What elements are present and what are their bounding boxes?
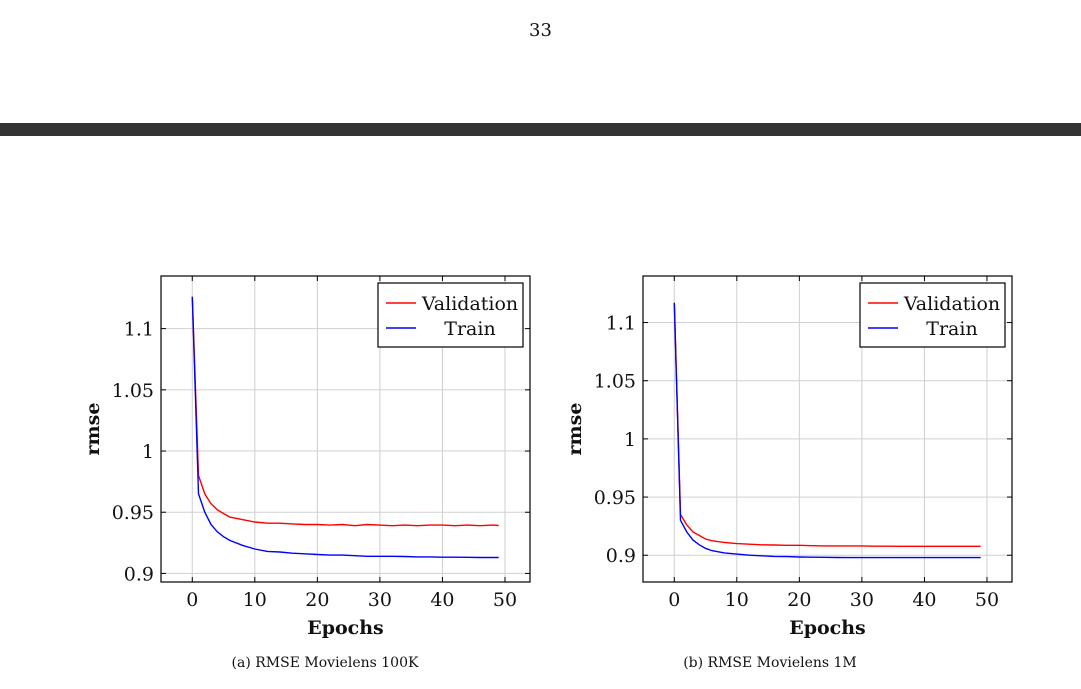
y-tick-label: 0.9 <box>606 545 636 567</box>
y-tick-label: 1 <box>624 429 636 451</box>
caption-chart-a: (a) RMSE Movielens 100K <box>231 655 419 671</box>
x-tick-label: 40 <box>912 589 936 611</box>
caption-chart-b: (b) RMSE Movielens 1M <box>683 655 857 671</box>
y-tick-label: 0.95 <box>594 487 636 509</box>
plot-frame <box>642 275 1013 583</box>
x-tick-label: 50 <box>975 589 999 611</box>
plot-frame <box>160 275 531 583</box>
y-tick-label: 1 <box>142 441 154 463</box>
x-tick-label: 40 <box>430 589 454 611</box>
series-line-validation <box>673 302 981 547</box>
series-line-train <box>673 302 981 559</box>
y-tick-label: 1.1 <box>606 313 636 335</box>
y-tick-label: 1.1 <box>124 319 154 341</box>
x-tick-label: 20 <box>787 589 811 611</box>
x-tick-label: 50 <box>493 589 517 611</box>
x-tick-label: 0 <box>186 589 198 611</box>
y-tick-label: 0.9 <box>124 563 154 585</box>
chart-rmse-100k: 0 10 20 30 40 50 0.9 0.95 1 1.05 1.1 Epochs rmse Vali… <box>82 275 531 639</box>
y-tick-label: 1.05 <box>112 380 154 402</box>
x-tick-label: 30 <box>850 589 874 611</box>
series-line-validation <box>191 296 499 527</box>
page-separator-bar <box>0 123 1081 136</box>
page-number: 33 <box>529 20 552 41</box>
x-tick-label: 30 <box>368 589 392 611</box>
y-axis-label: rmse <box>564 403 586 456</box>
x-axis-label: Epochs <box>789 617 866 639</box>
legend-label-validation: Validation <box>903 293 1000 315</box>
x-axis-label: Epochs <box>307 617 384 639</box>
x-tick-label: 10 <box>725 589 749 611</box>
y-axis-label: rmse <box>82 403 104 456</box>
legend-label-train: Train <box>926 318 977 340</box>
series-line-train <box>191 296 499 559</box>
x-tick-label: 20 <box>305 589 329 611</box>
y-tick-label: 0.95 <box>112 502 154 524</box>
x-tick-label: 0 <box>668 589 680 611</box>
legend-box <box>377 282 524 348</box>
legend-label-validation: Validation <box>421 293 518 315</box>
legend-label-train: Train <box>444 318 495 340</box>
x-tick-label: 10 <box>243 589 267 611</box>
legend-box <box>859 282 1006 348</box>
y-tick-label: 1.05 <box>594 371 636 393</box>
